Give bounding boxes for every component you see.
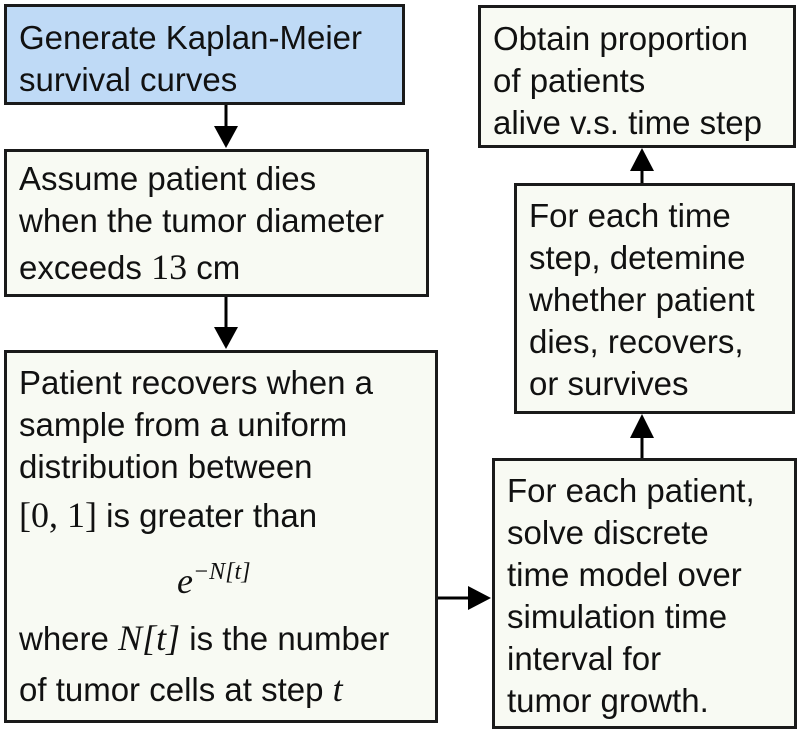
box-text-line: interval for	[507, 640, 662, 677]
text-fragment: exceeds	[19, 249, 152, 286]
box-text-line: sample from a uniform	[19, 406, 348, 443]
arrow-box1-to-box2	[214, 105, 238, 148]
box-text-line: Generate Kaplan-Meier	[19, 19, 363, 56]
box-text-line: tumor growth.	[507, 682, 709, 719]
box-text-line: dies, recovers,	[529, 323, 744, 360]
arrow-head	[630, 414, 654, 438]
arrow-box5-to-box6	[630, 148, 654, 183]
box-text-line: exceeds 13 cm	[19, 246, 414, 289]
box-text-line: time model over	[507, 556, 742, 593]
box-text-line: of patients	[493, 62, 646, 99]
box-text-line: distribution between	[19, 448, 313, 485]
arrow-head	[214, 126, 238, 148]
formula-base: e	[177, 561, 193, 601]
arrow-box4-to-box5	[630, 414, 654, 458]
box-text-line: [0, 1] is greater than	[19, 494, 423, 537]
arrow-head	[214, 327, 238, 349]
unit-interval: [0, 1]	[19, 495, 97, 535]
box-text-line: For each time	[529, 197, 731, 234]
solve-discrete-model-box: For each patient, solve discrete time mo…	[492, 458, 797, 729]
box-text-line: simulation time	[507, 598, 728, 635]
text-fragment: of tumor cells at step	[19, 671, 333, 708]
box-text-line: solve discrete	[507, 514, 709, 551]
box-text-line: step, detemine	[529, 239, 746, 276]
box-text-line: survival curves	[19, 61, 238, 98]
unit-text: cm	[187, 249, 241, 286]
obtain-proportion-box: Obtain proportion of patients alive v.s.…	[478, 5, 796, 148]
arrow-box3-to-box4	[438, 586, 491, 610]
math-variable: t	[332, 669, 343, 709]
math-variable: N[t]	[118, 618, 181, 658]
box-text-line: Patient recovers when a	[19, 364, 374, 401]
formula: e−N[t]	[19, 551, 423, 603]
box-text-line: For each patient,	[507, 472, 755, 509]
box-text-line: where N[t] is the number	[19, 617, 423, 660]
text-fragment: where	[19, 620, 119, 657]
arrow-head	[630, 148, 654, 171]
box-text-line: Obtain proportion	[493, 20, 748, 57]
diameter-threshold-value: 13	[151, 247, 188, 287]
arrow-head	[468, 586, 491, 610]
box-text-line: or survives	[529, 365, 689, 402]
generate-km-curves-box: Generate Kaplan-Meier survival curves	[4, 4, 405, 105]
box-text-line: whether patient	[529, 281, 755, 318]
box-text-line: of tumor cells at step t	[19, 668, 423, 711]
per-time-step-box: For each time step, detemine whether pat…	[514, 183, 795, 414]
assume-patient-dies-box: Assume patient dies when the tumor diame…	[4, 149, 429, 297]
arrow-box2-to-box3	[214, 297, 238, 349]
formula-exponent: −N[t]	[192, 559, 251, 585]
text-fragment: is greater than	[96, 497, 318, 534]
patient-recovers-box: Patient recovers when a sample from a un…	[4, 350, 438, 723]
text-fragment: is the number	[180, 620, 390, 657]
box-text-line: when the tumor diameter	[19, 202, 385, 239]
box-text-line: Assume patient dies	[19, 160, 317, 197]
box-text-line: alive v.s. time step	[493, 104, 762, 141]
